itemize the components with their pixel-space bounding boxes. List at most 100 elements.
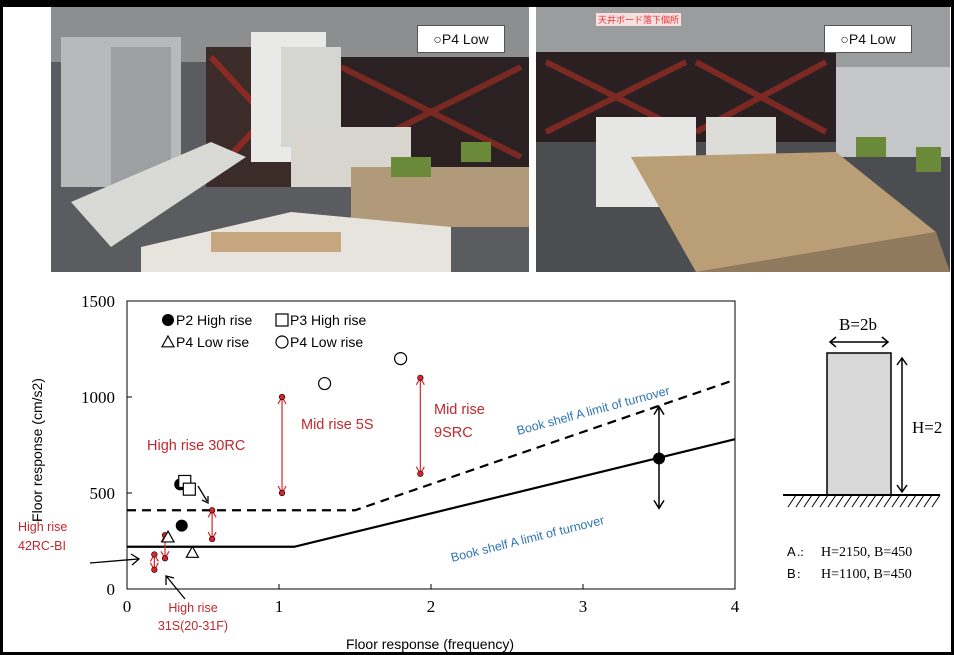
range-end-dot <box>417 470 424 477</box>
hatch-line <box>819 494 829 508</box>
x-tick-label: 3 <box>579 597 588 616</box>
legend-marker-open-square <box>275 313 289 327</box>
y-tick-label: 500 <box>90 484 116 503</box>
legend-label: P4 Low rise <box>290 334 363 350</box>
shelf-body <box>826 352 892 496</box>
hatch-line <box>883 494 893 508</box>
limit-line-solid <box>127 438 736 548</box>
hatch-line <box>827 494 837 508</box>
pointer-arrow <box>197 485 208 502</box>
dim-text-a: H=2150, B=450 <box>821 545 912 560</box>
pointer-arrowhead <box>201 496 209 505</box>
legend-marker-filled-circle <box>162 314 174 326</box>
dim-sep-b: : <box>797 566 801 581</box>
width-label: B=2b <box>839 315 877 334</box>
hatch-line <box>811 494 821 508</box>
shelf-diagram: B=2b H=2 A .: H=2150, B=450 B : H=1100, … <box>783 315 942 582</box>
x-tick-label: 2 <box>427 597 436 616</box>
hatch-line <box>923 494 933 508</box>
data-points <box>161 351 665 558</box>
dim-key-a: A <box>787 544 796 559</box>
width-arrow-heads <box>828 336 890 348</box>
data-point-open-circle <box>318 376 332 391</box>
annotation-label: High rise 30RC <box>147 438 245 454</box>
pointer-arrow <box>89 558 139 564</box>
legend-marker-open-triangle <box>160 334 176 348</box>
data-point-open-triangle <box>161 529 176 543</box>
annotation-label: Mid rise <box>434 402 485 418</box>
annotation-label: High rise <box>18 520 67 534</box>
range-end-dot <box>278 489 286 497</box>
range-end-dot <box>161 555 169 562</box>
x-tick-label: 4 <box>731 597 740 616</box>
hatch-line <box>875 494 885 508</box>
limit-label-solid: Book shelf A limit of turnover <box>449 513 605 565</box>
hatch-line <box>915 494 925 508</box>
pointer-arrow <box>166 576 186 600</box>
hatch-line <box>859 494 869 508</box>
range-end-dot <box>417 374 424 381</box>
dimension-row-b: B : H=1100, B=450 <box>787 566 912 582</box>
x-tick-label: 0 <box>123 597 132 616</box>
x-axis-label: Floor response (frequency) <box>346 636 514 652</box>
range-end-dot <box>151 551 158 558</box>
height-arrow-heads <box>896 356 908 494</box>
range-end-dot <box>209 535 216 543</box>
annotation-label: 42RC-BI <box>18 539 66 553</box>
data-point-open-square <box>182 482 196 496</box>
x-tick-label: 1 <box>275 597 284 616</box>
chart-labels: High rise 30RC Mid rise 5S Mid rise 9SRC Hig… <box>18 402 485 633</box>
limit-line-dashed <box>127 378 736 512</box>
dim-text-b: H=1100, B=450 <box>821 567 912 582</box>
range-end-dot <box>278 393 286 401</box>
y-tick-label: 0 <box>107 580 116 599</box>
annotation-label: 9SRC <box>434 425 473 441</box>
dim-sep-a: .: <box>797 544 804 559</box>
pointer-arrowhead <box>165 575 175 585</box>
pointer-arrowhead <box>130 553 141 566</box>
height-label: H=2 <box>912 418 942 437</box>
legend-label: P2 High rise <box>176 312 252 328</box>
annotation-label: High rise <box>168 601 217 615</box>
hatch-line <box>803 494 813 508</box>
range-end-dot <box>209 507 216 514</box>
hatch-line <box>907 494 917 508</box>
data-point-filled-circle <box>653 452 665 465</box>
limit-lines: Book shelf A limit of turnover Book shelf… <box>127 378 736 565</box>
data-point-open-triangle <box>185 545 200 558</box>
range-end-dot <box>151 566 158 573</box>
legend-marker-open-circle <box>275 335 289 349</box>
hatch-line <box>891 494 901 508</box>
legend-label: P3 High rise <box>290 312 366 328</box>
limit-label-dashed: Book shelf A limit of turnover <box>515 384 671 438</box>
hatch-line <box>787 494 797 508</box>
legend-label: P4 Low rise <box>176 334 249 350</box>
chart-legend: P2 High rise P3 High rise P4 Low rise P4 Lo… <box>160 312 366 350</box>
annotation-label: 31S(20-31F) <box>158 619 228 633</box>
response-chart: 0 1 2 3 4 0 500 1000 1500 Book shelf A limit of … <box>18 292 942 652</box>
annotation-label: Mid rise 5S <box>301 417 374 433</box>
photo-label-right: ○P4 Low <box>824 25 912 53</box>
hatch-line <box>851 494 861 508</box>
hatch-line <box>795 494 805 508</box>
y-axis-label: Floor response (cm/s2) <box>29 378 45 522</box>
chart-axes: 0 1 2 3 4 0 500 1000 1500 <box>81 292 740 616</box>
hatch-line <box>867 494 877 508</box>
hatch-line <box>835 494 845 508</box>
data-point-open-circle <box>394 351 408 366</box>
ceiling-board-sign: 天井ボード落下個所 <box>596 13 682 26</box>
variation-arrowheads <box>653 405 665 510</box>
office-photo-left: ○P4 Low <box>51 7 529 272</box>
y-tick-label: 1000 <box>81 388 115 407</box>
dimension-row-a: A .: H=2150, B=450 <box>787 544 912 560</box>
hatch-line <box>931 494 941 508</box>
hatch-line <box>843 494 853 508</box>
dim-key-b: B <box>787 566 796 581</box>
office-photo-right: 天井ボード落下個所 ○P4 Low <box>536 7 950 272</box>
photo-label-left: ○P4 Low <box>417 25 505 53</box>
ground-hatch <box>787 494 941 508</box>
hatch-line <box>899 494 909 508</box>
data-point-filled-circle <box>175 519 188 532</box>
y-tick-label: 1500 <box>81 292 115 311</box>
